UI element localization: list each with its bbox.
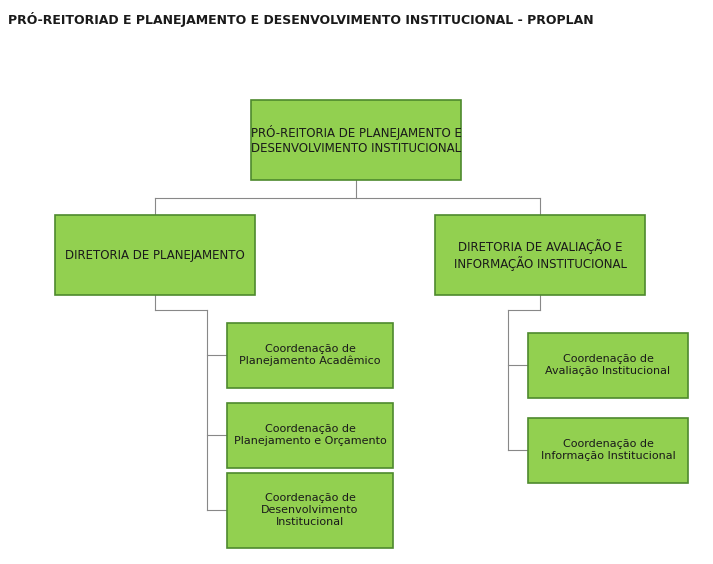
Text: Coordenação de
Avaliação Institucional: Coordenação de Avaliação Institucional [545,354,670,376]
FancyBboxPatch shape [435,215,645,295]
FancyBboxPatch shape [227,473,392,548]
FancyBboxPatch shape [55,215,255,295]
FancyBboxPatch shape [227,403,392,468]
Text: PRÓ-REITORIAD E PLANEJAMENTO E DESENVOLVIMENTO INSTITUCIONAL - PROPLAN: PRÓ-REITORIAD E PLANEJAMENTO E DESENVOLV… [8,12,594,27]
FancyBboxPatch shape [528,333,688,398]
FancyBboxPatch shape [528,417,688,482]
Text: Coordenação de
Planejamento e Orçamento: Coordenação de Planejamento e Orçamento [234,424,386,446]
FancyBboxPatch shape [251,100,461,180]
Text: Coordenação de
Informação Institucional: Coordenação de Informação Institucional [540,439,675,461]
Text: Coordenação de
Planejamento Acadêmico: Coordenação de Planejamento Acadêmico [240,344,381,366]
Text: DIRETORIA DE AVALIAÇÃO E
INFORMAÇÃO INSTITUCIONAL: DIRETORIA DE AVALIAÇÃO E INFORMAÇÃO INST… [453,239,627,271]
Text: Coordenação de
Desenvolvimento
Institucional: Coordenação de Desenvolvimento Instituci… [261,494,359,527]
FancyBboxPatch shape [227,323,392,387]
Text: DIRETORIA DE PLANEJAMENTO: DIRETORIA DE PLANEJAMENTO [65,249,245,262]
Text: PRÓ-REITORIA DE PLANEJAMENTO E
DESENVOLVIMENTO INSTITUCIONAL: PRÓ-REITORIA DE PLANEJAMENTO E DESENVOLV… [250,125,461,155]
